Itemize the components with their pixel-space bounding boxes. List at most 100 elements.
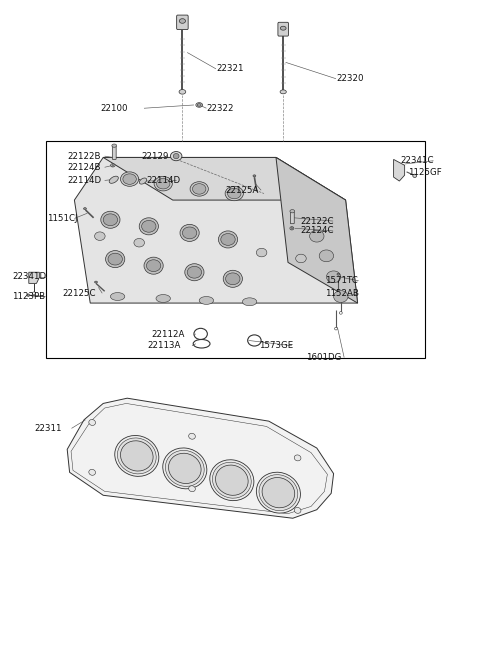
Ellipse shape bbox=[108, 253, 122, 265]
Ellipse shape bbox=[139, 178, 147, 184]
Ellipse shape bbox=[413, 174, 417, 177]
FancyBboxPatch shape bbox=[112, 146, 116, 159]
Ellipse shape bbox=[180, 224, 199, 241]
Ellipse shape bbox=[84, 207, 86, 209]
Bar bbox=[46, 141, 425, 358]
Text: 22125C: 22125C bbox=[62, 289, 96, 298]
Ellipse shape bbox=[154, 176, 172, 191]
Ellipse shape bbox=[280, 26, 286, 30]
FancyBboxPatch shape bbox=[177, 15, 188, 30]
Ellipse shape bbox=[221, 234, 235, 245]
Ellipse shape bbox=[210, 460, 254, 501]
Ellipse shape bbox=[213, 462, 251, 498]
Ellipse shape bbox=[335, 327, 337, 330]
Ellipse shape bbox=[134, 238, 144, 247]
Ellipse shape bbox=[139, 218, 158, 235]
Ellipse shape bbox=[326, 271, 341, 283]
Ellipse shape bbox=[95, 281, 97, 283]
Ellipse shape bbox=[225, 186, 243, 201]
Ellipse shape bbox=[166, 451, 204, 486]
Ellipse shape bbox=[190, 182, 208, 196]
Text: 22113A: 22113A bbox=[148, 341, 181, 350]
Text: 22112A: 22112A bbox=[151, 330, 185, 339]
Ellipse shape bbox=[197, 104, 201, 106]
FancyBboxPatch shape bbox=[290, 212, 294, 224]
Ellipse shape bbox=[189, 433, 195, 440]
Ellipse shape bbox=[253, 174, 256, 176]
Text: 22320: 22320 bbox=[336, 74, 363, 83]
Text: 1152AB: 1152AB bbox=[325, 289, 360, 298]
Ellipse shape bbox=[95, 232, 105, 240]
Ellipse shape bbox=[120, 441, 153, 471]
Ellipse shape bbox=[256, 248, 267, 256]
Ellipse shape bbox=[144, 257, 163, 274]
Ellipse shape bbox=[242, 298, 257, 306]
Ellipse shape bbox=[156, 178, 170, 189]
Text: 1151CJ: 1151CJ bbox=[47, 214, 77, 223]
Text: 22311: 22311 bbox=[35, 424, 62, 433]
Ellipse shape bbox=[112, 165, 114, 166]
Polygon shape bbox=[276, 157, 358, 303]
Text: 22122C: 22122C bbox=[300, 216, 334, 226]
Text: 1125GF: 1125GF bbox=[408, 168, 442, 177]
Text: 22321: 22321 bbox=[216, 64, 243, 73]
Ellipse shape bbox=[223, 270, 242, 287]
Ellipse shape bbox=[216, 465, 248, 495]
Polygon shape bbox=[67, 398, 334, 518]
Ellipse shape bbox=[27, 294, 30, 297]
Text: 22129: 22129 bbox=[142, 152, 169, 161]
Ellipse shape bbox=[123, 174, 136, 184]
Text: 22124B: 22124B bbox=[67, 163, 101, 172]
Ellipse shape bbox=[146, 260, 161, 272]
Ellipse shape bbox=[294, 507, 301, 514]
Ellipse shape bbox=[170, 152, 182, 161]
Polygon shape bbox=[394, 159, 405, 181]
Text: 22114D: 22114D bbox=[67, 176, 101, 185]
Ellipse shape bbox=[182, 227, 197, 239]
Text: 22341D: 22341D bbox=[12, 272, 46, 281]
Ellipse shape bbox=[218, 231, 238, 248]
Ellipse shape bbox=[334, 291, 348, 302]
Ellipse shape bbox=[110, 293, 125, 300]
Ellipse shape bbox=[179, 89, 186, 94]
Text: 22100: 22100 bbox=[101, 104, 128, 113]
Ellipse shape bbox=[310, 230, 324, 242]
Ellipse shape bbox=[262, 478, 295, 508]
Ellipse shape bbox=[110, 164, 115, 167]
Ellipse shape bbox=[259, 475, 298, 510]
Text: 1571TC: 1571TC bbox=[325, 276, 358, 285]
Ellipse shape bbox=[192, 184, 206, 194]
Ellipse shape bbox=[142, 220, 156, 232]
Ellipse shape bbox=[296, 254, 306, 262]
Polygon shape bbox=[29, 272, 39, 283]
Ellipse shape bbox=[156, 295, 170, 302]
Ellipse shape bbox=[226, 273, 240, 285]
Ellipse shape bbox=[173, 154, 179, 159]
Text: 1123PB: 1123PB bbox=[12, 292, 45, 301]
Ellipse shape bbox=[168, 453, 201, 483]
Ellipse shape bbox=[185, 264, 204, 281]
Ellipse shape bbox=[118, 438, 156, 474]
Ellipse shape bbox=[101, 211, 120, 228]
Ellipse shape bbox=[294, 455, 301, 461]
Ellipse shape bbox=[337, 274, 340, 276]
Text: 1601DG: 1601DG bbox=[306, 353, 342, 362]
Text: 22114D: 22114D bbox=[146, 176, 180, 185]
Text: 22322: 22322 bbox=[206, 104, 234, 113]
Ellipse shape bbox=[280, 90, 286, 94]
Ellipse shape bbox=[32, 292, 36, 295]
Ellipse shape bbox=[196, 102, 203, 108]
Text: 1573GE: 1573GE bbox=[259, 341, 293, 350]
Ellipse shape bbox=[115, 436, 159, 476]
Ellipse shape bbox=[199, 297, 214, 304]
Ellipse shape bbox=[290, 227, 294, 230]
Ellipse shape bbox=[106, 251, 125, 268]
Ellipse shape bbox=[189, 485, 195, 492]
Ellipse shape bbox=[163, 448, 207, 489]
Text: 22341C: 22341C bbox=[401, 156, 434, 165]
Ellipse shape bbox=[319, 250, 334, 262]
Ellipse shape bbox=[89, 469, 96, 476]
Ellipse shape bbox=[103, 214, 118, 226]
Text: 22122B: 22122B bbox=[67, 152, 101, 161]
Ellipse shape bbox=[228, 188, 241, 199]
